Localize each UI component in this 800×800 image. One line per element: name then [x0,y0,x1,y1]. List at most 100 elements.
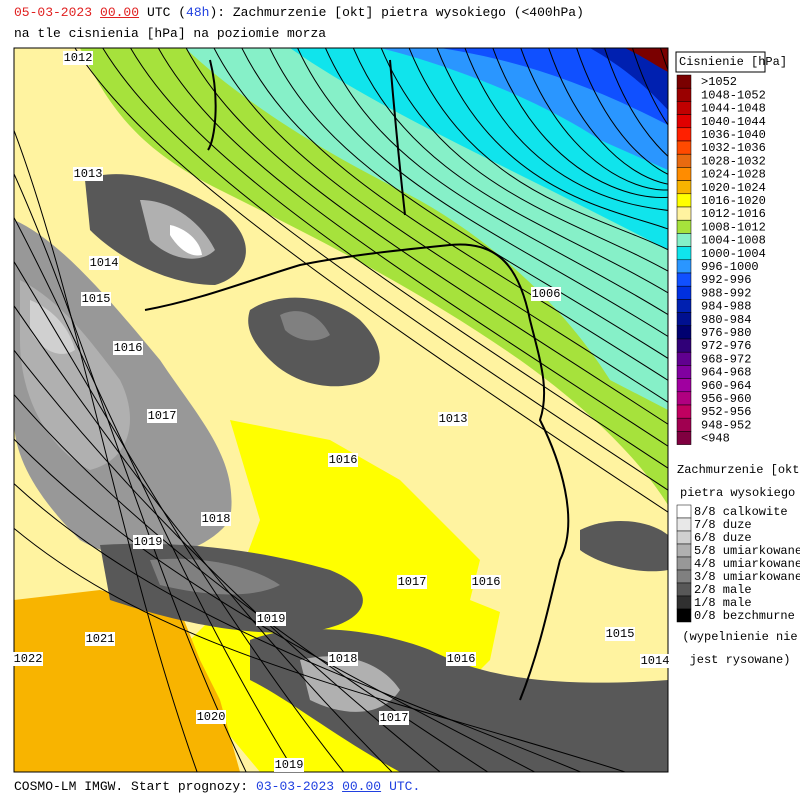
legend-label: 1040-1044 [701,115,766,129]
isobar-label: 1016 [329,453,358,467]
legend-label: 1044-1048 [701,102,766,116]
isobar [14,482,582,772]
legend-label: 996-1000 [701,260,759,274]
legend-label: 7/8 duze [694,518,752,532]
isobar-label: 1017 [398,575,427,589]
legend-swatch [676,312,692,327]
isobar-label: 1013 [74,167,103,181]
legend-label: 1004-1008 [701,234,766,248]
legend-swatch [676,338,692,353]
legend-swatch [676,595,692,610]
isobar-label: 1016 [472,575,501,589]
legend-swatch [676,431,692,445]
legend-label: 1020-1024 [701,181,766,195]
legend-title: Zachmurzenie [okt] [677,463,800,477]
isobar [436,48,668,230]
label-bg [196,710,226,724]
legend-label: 1000-1004 [701,247,766,261]
utc: UTC. [389,779,421,794]
legend-title: Cisnienie [hPa] [679,55,787,69]
isobar [102,48,668,491]
legend-label: 980-984 [701,313,751,327]
legend-label: 1048-1052 [701,88,766,102]
label-bg [640,654,670,668]
legend-label: 2/8 male [694,583,752,597]
isobar-label: 1019 [134,535,163,549]
legend-note: (wypelnienie nie [682,630,797,644]
isobar [213,48,668,403]
legend-swatch [676,285,692,300]
isobar [14,438,536,772]
label-bg [397,575,427,589]
isobar-labels: 1012 1013 1014 1015 1016 1017 1018 1019 1006 1013… [13,51,670,772]
legend-swatch [676,391,692,406]
label-bg [379,711,409,725]
legend-label: 1/8 male [694,596,752,610]
legend-label: 1016-1020 [701,194,766,208]
legend-swatch [676,259,692,274]
isobar [14,393,489,772]
label-bg [133,535,163,549]
legend-swatch [676,299,692,313]
lead: 48h [186,5,210,20]
isobar-label: 1018 [329,652,358,666]
legend-label: 1032-1036 [701,141,766,155]
legend-swatch [676,101,692,115]
isobar-label: 1021 [86,632,115,646]
legend-swatch [676,608,692,623]
isobar [576,48,668,175]
legend-swatch [676,365,692,379]
legend-swatch [676,543,692,558]
map [14,48,668,772]
legend-label: 4/8 umiarkowane [694,557,800,571]
legend-label: 960-964 [701,379,751,393]
legend-swatch [676,556,692,571]
legend-swatch [676,246,692,261]
isobar [548,48,668,185]
isobar [241,48,668,381]
isobar [269,48,668,359]
legend-swatch [676,351,692,366]
isobar-label: 1015 [82,292,111,306]
isobar [130,48,668,469]
legend-label: 1036-1040 [701,128,766,142]
legend-swatch [676,193,692,208]
text: COSMO-LM IMGW. Start prognozy: [14,779,249,794]
legend-swatch [676,417,692,432]
legend-swatch [676,272,692,287]
legend-swatch [676,167,692,181]
legend-label: 5/8 umiarkowane [694,544,800,558]
isobar-label: 1022 [14,652,43,666]
isobar [14,172,247,772]
label-bg [85,632,115,646]
header-line2: na tle cisnienia [hPa] na poziomie morza [14,26,327,41]
isobar-label: 1018 [202,512,231,526]
legend-label: 988-992 [701,286,751,300]
label-bg [256,612,286,626]
isobar-label: 1006 [532,287,561,301]
legend-note: jest rysowane) [690,653,791,667]
isobar [14,349,441,772]
hour: 00.00 [342,779,382,794]
label-bg [73,167,103,181]
legend-label: 0/8 bezchmurne [694,609,795,623]
legend-swatch [676,219,692,234]
isobar [185,48,668,425]
legend-swatch [676,517,692,532]
label-bg [113,341,143,355]
legend-label: 1028-1032 [701,154,766,168]
isobar-label: 1015 [606,627,635,641]
isobar-label: 1014 [641,654,670,668]
legend-label: 968-972 [701,352,751,366]
legend-label: 1024-1028 [701,168,766,182]
legend-label: 3/8 umiarkowane [694,570,800,584]
isobar [14,527,627,772]
label-bg [328,453,358,467]
legend-label: >1052 [701,75,737,89]
isobar [14,216,296,772]
label-bg [438,412,468,426]
pressure-legend: >10521048-10521044-10481040-10441036-104… [676,74,766,446]
legend-swatch [676,87,692,102]
isobar-label: 1017 [148,409,177,423]
